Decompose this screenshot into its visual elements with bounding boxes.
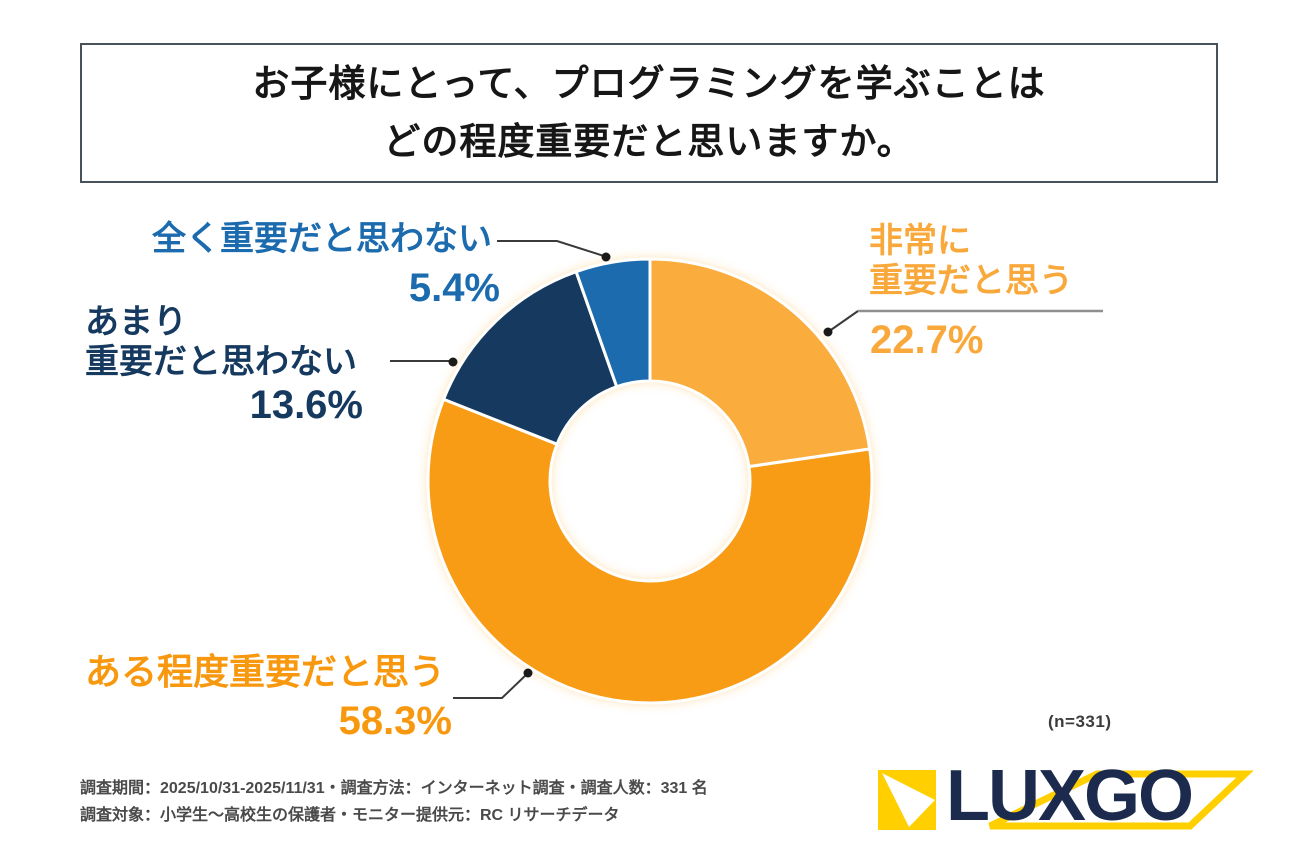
question-title-line1: お子様にとって、プログラミングを学ぶことは	[252, 63, 1046, 104]
callout-label-very: 非常に 重要だと思う	[869, 221, 1073, 301]
donut-segment-4	[574, 257, 652, 389]
leader-dot-very	[823, 327, 833, 337]
callout-label-not-really: あまり 重要だと思わない	[85, 302, 357, 382]
question-title-line2: どの程度重要だと思いますか。	[383, 121, 915, 162]
question-title-box: お子様にとって、プログラミングを学ぶことは どの程度重要だと思いますか。	[80, 43, 1218, 183]
callout-label-not-really-line2: 重要だと思わない	[85, 343, 357, 381]
luxgo-logo-text: LUXGO	[946, 760, 1194, 832]
donut-segment-1	[648, 257, 872, 469]
luxgo-logo-lux: LUX	[946, 756, 1086, 836]
donut-segment-2	[426, 397, 874, 705]
leader-dot-somewhat	[523, 668, 533, 678]
callout-pct-not-really: 13.6%	[249, 383, 363, 427]
survey-footnote: 調査期間：2025/10/31-2025/11/31・調査方法：インターネット調…	[80, 775, 708, 829]
callout-label-not-really-line1: あまり	[85, 303, 187, 341]
callout-label-very-line1: 非常に	[869, 222, 971, 260]
callout-label-very-line2: 重要だと思う	[869, 262, 1073, 300]
sample-size-label: (n=331)	[1048, 712, 1112, 731]
callout-pct-somewhat: 58.3%	[338, 699, 452, 743]
survey-footnote-line1: 調査期間：2025/10/31-2025/11/31・調査方法：インターネット調…	[80, 780, 708, 797]
donut-segment-3	[442, 270, 619, 446]
callout-label-somewhat-line1: ある程度重要だと思う	[85, 651, 446, 692]
leader-line-somewhat	[453, 673, 528, 699]
leader-line-not-at-all	[497, 240, 605, 257]
callout-label-not-at-all-line1: 全く重要だと思わない	[152, 220, 492, 258]
callout-pct-not-at-all: 5.4%	[408, 266, 500, 310]
leader-dot-not-really	[448, 357, 458, 367]
callout-label-somewhat: ある程度重要だと思う	[85, 652, 445, 692]
leader-line-very	[827, 310, 859, 333]
callout-label-not-at-all: 全く重要だと思わない	[80, 219, 492, 259]
survey-footnote-line2: 調査対象：小学生〜高校生の保護者・モニター提供元：RC リサーチデータ	[80, 807, 620, 824]
donut-segments	[426, 257, 874, 705]
leader-dot-not-at-all	[601, 252, 611, 262]
luxgo-logo-icon	[878, 770, 936, 830]
luxgo-logo-go: GO	[1084, 756, 1194, 836]
luxgo-go-parallelogram	[988, 770, 1254, 830]
callout-pct-very: 22.7%	[870, 318, 984, 362]
